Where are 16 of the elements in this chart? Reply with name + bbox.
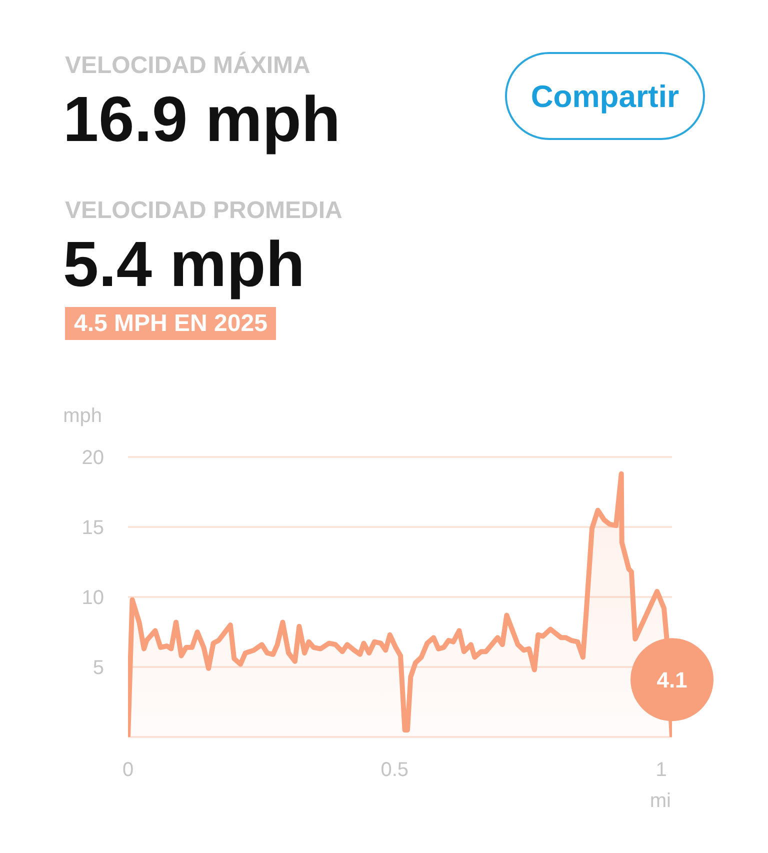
annotation: 4.1 <box>656 667 688 692</box>
y-axis-title: mph <box>63 405 102 427</box>
x-tick-label: 1 <box>656 759 667 782</box>
y-tick-label: 10 <box>82 587 104 610</box>
y-tick-label: 5 <box>92 657 104 680</box>
y-tick-label: 20 <box>82 447 104 470</box>
x-tick-label: 0 <box>122 759 134 782</box>
text: VELOCIDAD PROMEDIA <box>65 197 342 224</box>
text: 16.9 mph <box>63 83 340 155</box>
x-axis-title: mi <box>650 790 671 812</box>
text: 5.4 mph <box>63 228 305 300</box>
text: VELOCIDAD MÁXIMA <box>65 52 310 79</box>
text: 4.5 MPH EN 2025 <box>74 310 268 337</box>
share-button[interactable]: Compartir <box>505 52 705 140</box>
x-tick-label: 0.5 <box>380 759 409 782</box>
y-tick-label: 15 <box>82 517 104 540</box>
